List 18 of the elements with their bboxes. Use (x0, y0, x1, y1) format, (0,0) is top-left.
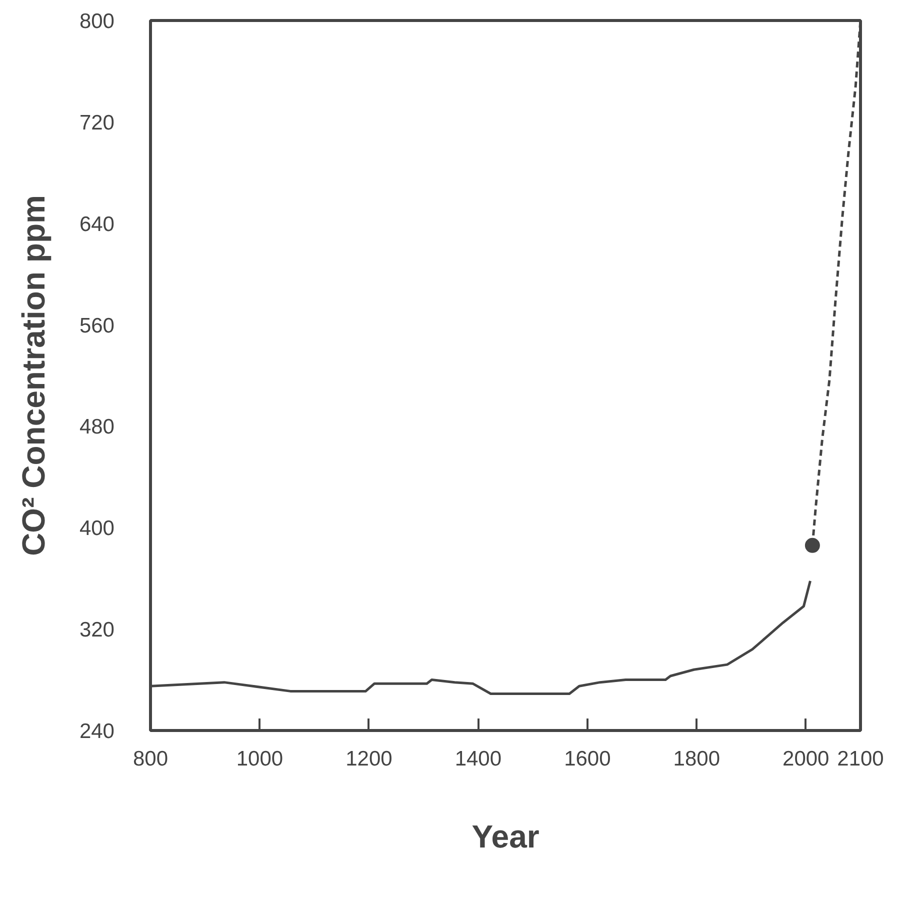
y-tick-label: 240 (79, 720, 115, 743)
y-axis-title: CO² Concentration ppm (15, 195, 52, 556)
x-axis-title: Year (472, 818, 540, 854)
y-tick-label: 320 (79, 618, 115, 642)
y-tick-label: 560 (79, 314, 115, 338)
x-tick-label: 2100 (837, 748, 884, 770)
y-tick-label: 640 (79, 212, 115, 236)
x-tick-label: 800 (132, 748, 168, 770)
x-tick-label: 1000 (236, 748, 284, 770)
y-tick-label: 720 (79, 111, 115, 134)
x-tick-label: 1600 (564, 748, 611, 770)
y-tick-label: 400 (79, 517, 115, 540)
x-tick-label: 1800 (673, 748, 720, 770)
x-tick-label: 2000 (782, 748, 830, 770)
x-tick-label: 1200 (346, 748, 392, 770)
y-tick-label: 800 (79, 10, 115, 33)
y-tick-label: 480 (79, 416, 115, 439)
x-tick-label: 1400 (454, 748, 502, 770)
